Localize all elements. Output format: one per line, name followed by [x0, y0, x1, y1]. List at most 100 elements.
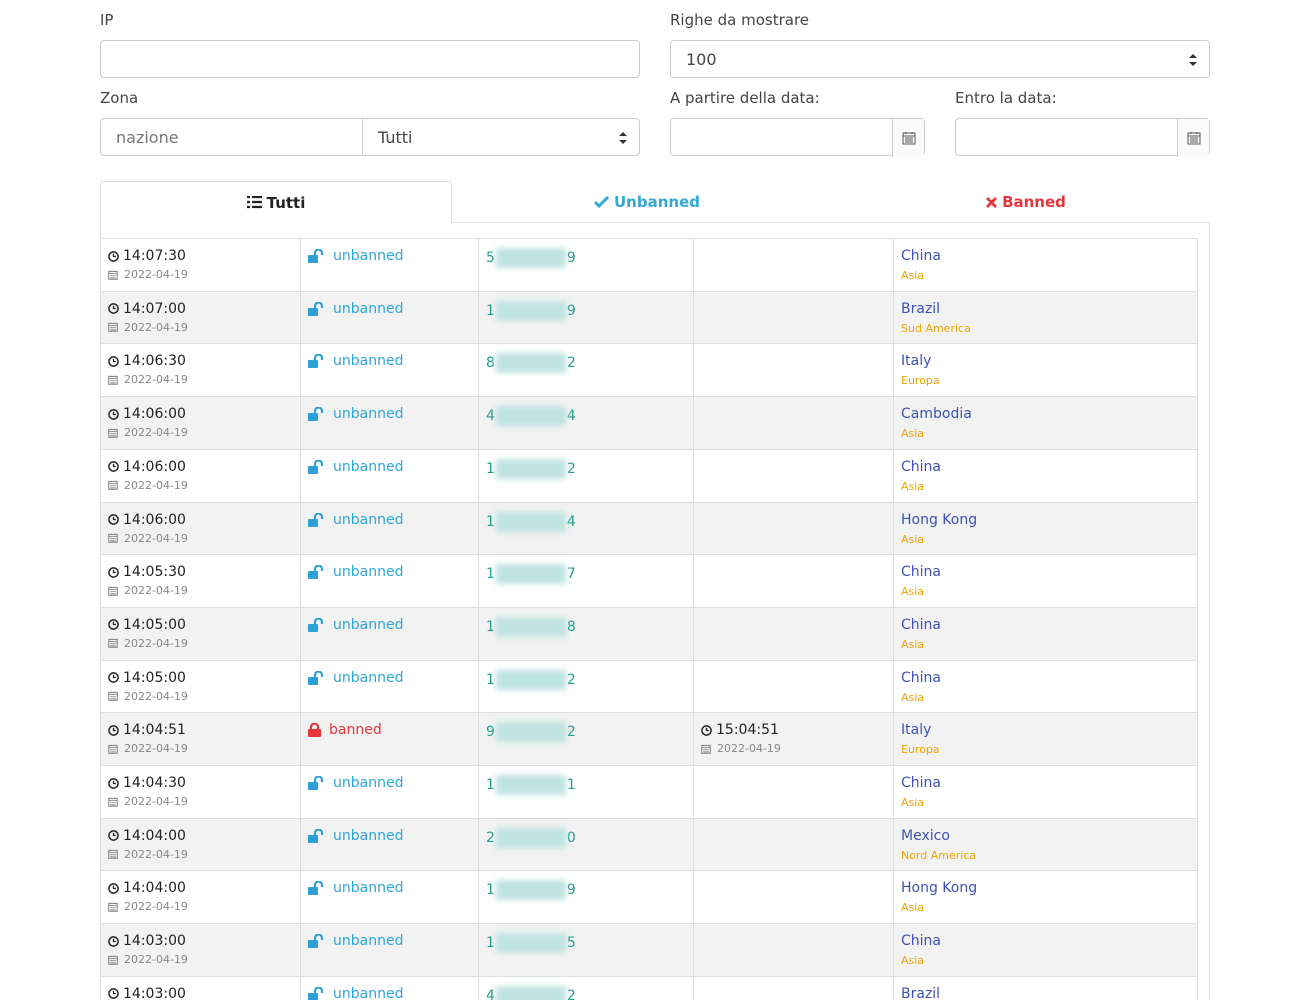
ip-end: 2: [566, 987, 576, 1000]
tab-unbanned[interactable]: Unbanned: [452, 181, 842, 223]
log-row: 14:05:00 2022-04-19 unbanned 1 8 China Asia: [101, 606, 1198, 660]
time-text: 14:04:30: [123, 775, 186, 791]
status-text: unbanned: [333, 775, 404, 791]
cell: unbanned: [301, 924, 479, 977]
ip-label: IP: [100, 11, 114, 29]
zone-select[interactable]: Tutti: [362, 118, 640, 156]
ip-blur: [495, 775, 566, 795]
ip-end: 8: [566, 618, 576, 635]
ip-start: 1: [486, 618, 495, 635]
country-text: Italy: [901, 722, 932, 739]
country: China: [901, 248, 1190, 264]
region: Asia: [901, 954, 1190, 967]
tab-all[interactable]: Tutti: [100, 181, 452, 223]
rows-select[interactable]: 100: [670, 40, 1210, 78]
country-text: China: [901, 933, 941, 950]
ip-end: 2: [566, 460, 576, 477]
ip-end: 9: [566, 302, 576, 319]
time-text: 14:06:30: [123, 353, 186, 370]
cell: 14:05:30 2022-04-19: [101, 555, 301, 608]
country: Italy: [901, 722, 1190, 738]
cell: unbanned: [301, 239, 479, 291]
status-text: unbanned: [333, 827, 404, 844]
date: 2022-04-19: [108, 637, 293, 650]
ip-end: 9: [566, 250, 576, 266]
rows-value: 100: [686, 50, 717, 69]
region: Nord America: [901, 849, 1190, 862]
status-text: unbanned: [333, 353, 404, 370]
country: China: [901, 617, 1190, 633]
cell: [694, 555, 894, 608]
cell: unbanned: [301, 660, 479, 713]
calendar-button[interactable]: [1177, 119, 1209, 157]
log-row: 14:05:30 2022-04-19 unbanned 1 7 China Asia: [101, 554, 1198, 608]
country: Brazil: [901, 986, 1190, 1000]
date: 2022-04-19: [108, 426, 293, 439]
status: unbanned: [308, 459, 471, 475]
ip-input[interactable]: [100, 40, 640, 78]
cell: unbanned: [301, 344, 479, 397]
zone-input[interactable]: nazione: [100, 118, 363, 156]
region: Europa: [901, 743, 1190, 756]
ip-blur: [495, 511, 566, 532]
ip-start: 2: [486, 829, 495, 846]
time: 14:06:30: [108, 353, 293, 369]
time-text: 14:03:00: [123, 933, 186, 950]
time: 14:06:00: [108, 459, 293, 475]
status: unbanned: [308, 670, 471, 686]
log-row: 14:06:00 2022-04-19 unbanned 4 4 Cambodia Asia: [101, 396, 1198, 450]
region: Asia: [901, 427, 1190, 440]
time-text: 14:06:00: [123, 458, 186, 475]
cell: [694, 766, 894, 818]
ip-blur: [495, 827, 566, 848]
select-arrow: [619, 132, 627, 144]
country: China: [901, 564, 1190, 580]
from-input[interactable]: [670, 118, 925, 157]
date-text: 2022-04-19: [124, 478, 188, 492]
status-text: banned: [329, 722, 382, 739]
country-text: Hong Kong: [901, 880, 978, 897]
status: unbanned: [308, 301, 471, 317]
status-text: unbanned: [333, 616, 404, 633]
date: 2022-04-19: [108, 848, 293, 861]
log-table: 14:07:30 2022-04-19 unbanned 5 9 China Asia 14:…: [100, 222, 1210, 1000]
log-row: 14:04:00 2022-04-19 unbanned 2 0 Mexico Nord A…: [101, 817, 1198, 871]
ip-start: 5: [486, 250, 495, 266]
cell: unbanned: [301, 397, 479, 450]
region-text: Asia: [901, 427, 925, 441]
log-row: 14:06:30 2022-04-19 unbanned 8 2 Italy Europa: [101, 343, 1198, 397]
to-input[interactable]: [955, 118, 1210, 157]
tab-label: Banned: [1002, 193, 1066, 211]
cell: 14:05:00 2022-04-19: [101, 607, 301, 660]
status: unbanned: [308, 933, 471, 949]
calendar-button[interactable]: [892, 119, 924, 157]
region: Asia: [901, 901, 1190, 914]
country-text: China: [901, 669, 941, 686]
date-text: 2022-04-19: [717, 742, 781, 756]
time-text: 14:03:00: [123, 985, 186, 1000]
status: unbanned: [308, 617, 471, 633]
date-text: 2022-04-19: [124, 584, 188, 598]
select-arrow: [1189, 54, 1197, 66]
region-text: Europa: [901, 743, 940, 757]
date: 2022-04-19: [108, 479, 293, 492]
ip-end: 4: [566, 408, 576, 425]
status-text: unbanned: [333, 933, 404, 950]
time: 14:05:00: [108, 617, 293, 633]
zone-label: Zona: [100, 89, 139, 107]
region-text: Asia: [901, 796, 925, 809]
ip-start: 1: [486, 935, 495, 952]
cell: unbanned: [301, 871, 479, 924]
ip-blur: [495, 353, 566, 374]
tab-banned[interactable]: Banned: [842, 181, 1210, 223]
